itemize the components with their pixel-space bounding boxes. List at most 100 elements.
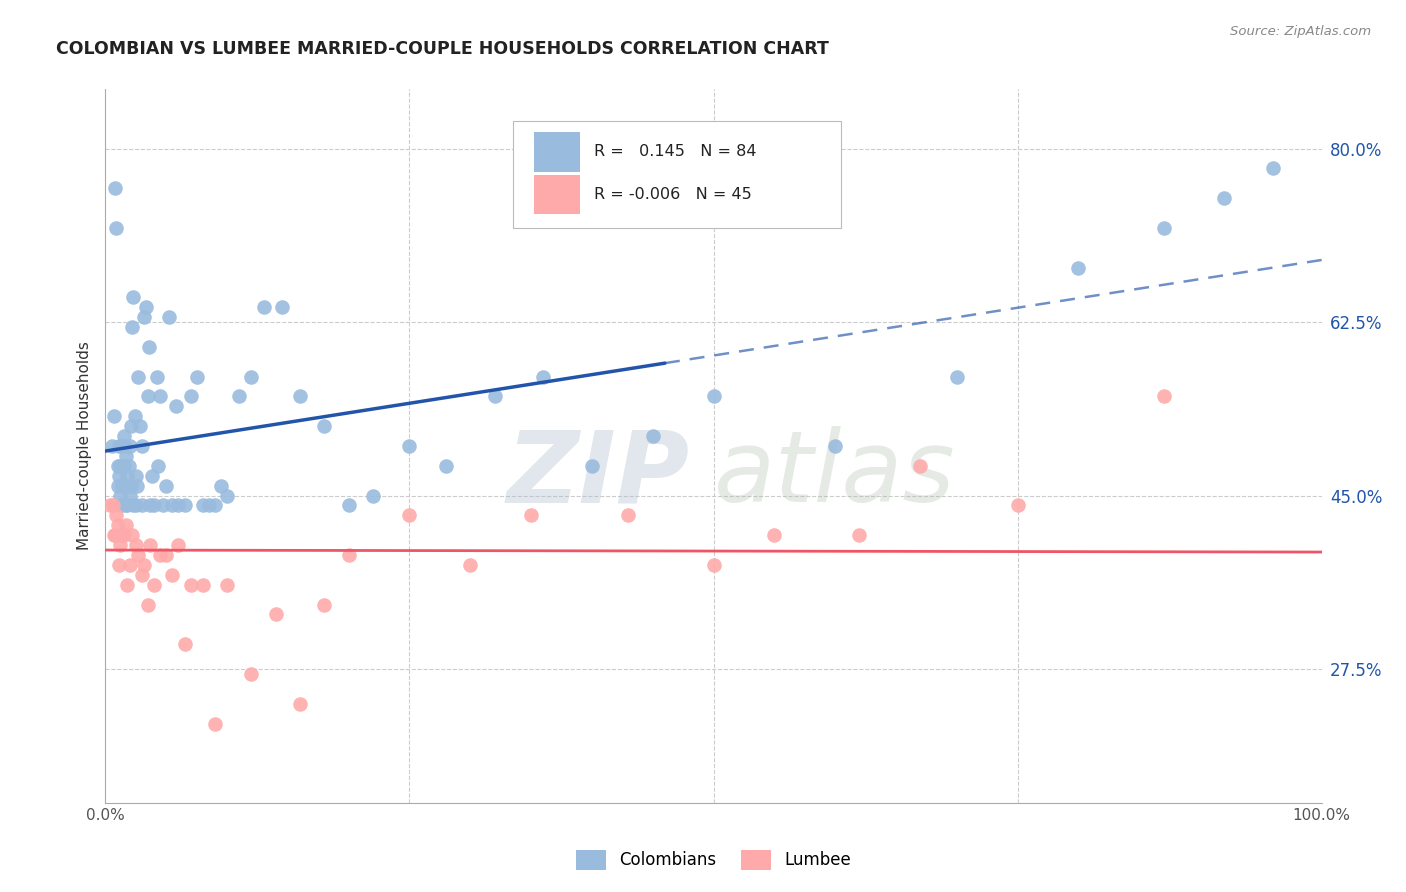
Point: [131, 499, 153, 513]
Point: [112, 429, 135, 443]
Point: [105, 508, 128, 523]
Point: [1007, 499, 1029, 513]
Point: [110, 528, 132, 542]
Point: [149, 389, 172, 403]
Point: [270, 300, 292, 314]
Point: [134, 558, 156, 572]
Point: [141, 468, 163, 483]
Point: [136, 598, 159, 612]
Point: [110, 499, 132, 513]
Point: [131, 567, 153, 582]
Text: ZIP: ZIP: [506, 426, 689, 523]
Point: [228, 389, 250, 403]
Point: [217, 578, 239, 592]
Point: [337, 499, 360, 513]
Point: [98, 499, 121, 513]
Point: [103, 409, 125, 424]
Point: [134, 310, 156, 325]
Point: [115, 518, 138, 533]
Point: [361, 489, 384, 503]
Point: [114, 499, 136, 513]
Point: [398, 508, 420, 523]
Point: [337, 548, 360, 562]
Point: [167, 499, 190, 513]
Y-axis label: Married-couple Households: Married-couple Households: [76, 342, 91, 550]
Point: [314, 419, 336, 434]
FancyBboxPatch shape: [513, 121, 841, 228]
Point: [138, 340, 160, 354]
Point: [149, 548, 172, 562]
Point: [198, 499, 221, 513]
Point: [124, 409, 146, 424]
Point: [118, 439, 141, 453]
Point: [186, 369, 208, 384]
Text: COLOMBIAN VS LUMBEE MARRIED-COUPLE HOUSEHOLDS CORRELATION CHART: COLOMBIAN VS LUMBEE MARRIED-COUPLE HOUSE…: [56, 40, 830, 58]
Point: [139, 499, 162, 513]
Point: [108, 558, 131, 572]
Legend: Colombians, Lumbee: Colombians, Lumbee: [569, 843, 858, 877]
Point: [1153, 221, 1175, 235]
Point: [127, 548, 149, 562]
Point: [191, 499, 214, 513]
Point: [531, 369, 554, 384]
Point: [127, 369, 149, 384]
Point: [108, 458, 131, 473]
Text: Source: ZipAtlas.com: Source: ZipAtlas.com: [1230, 25, 1371, 38]
Point: [117, 458, 139, 473]
Point: [1213, 191, 1236, 205]
Point: [152, 499, 174, 513]
Point: [145, 369, 167, 384]
Point: [117, 468, 139, 483]
Point: [398, 439, 420, 453]
Point: [191, 578, 214, 592]
Point: [1067, 260, 1090, 275]
Point: [120, 419, 142, 434]
Point: [115, 449, 138, 463]
Point: [910, 458, 932, 473]
Point: [617, 508, 640, 523]
Point: [136, 389, 159, 403]
Point: [122, 290, 145, 304]
Point: [1153, 389, 1175, 403]
Point: [167, 538, 190, 552]
Point: [125, 478, 148, 492]
Point: [209, 478, 232, 492]
Point: [105, 221, 128, 235]
Point: [121, 528, 143, 542]
Point: [520, 508, 543, 523]
Bar: [533, 132, 579, 171]
Point: [458, 558, 481, 572]
Point: [146, 458, 169, 473]
Point: [103, 528, 125, 542]
Point: [702, 558, 725, 572]
Point: [111, 478, 134, 492]
Point: [180, 389, 202, 403]
Point: [115, 478, 138, 492]
Point: [252, 300, 274, 314]
Point: [125, 468, 148, 483]
Point: [143, 578, 166, 592]
Point: [107, 478, 129, 492]
Point: [581, 458, 603, 473]
Point: [104, 181, 127, 195]
Point: [107, 458, 129, 473]
Point: [264, 607, 287, 622]
Point: [139, 538, 162, 552]
Point: [288, 389, 311, 403]
Point: [162, 567, 184, 582]
Point: [204, 716, 226, 731]
Point: [108, 489, 131, 503]
Point: [111, 458, 134, 473]
Point: [107, 518, 129, 533]
Point: [157, 310, 180, 325]
Point: [117, 499, 139, 513]
Point: [848, 528, 870, 542]
Point: [702, 389, 725, 403]
Point: [484, 389, 506, 403]
Point: [100, 439, 122, 453]
Point: [110, 439, 132, 453]
Point: [173, 637, 195, 651]
Point: [143, 499, 166, 513]
Point: [125, 538, 148, 552]
Point: [117, 578, 139, 592]
